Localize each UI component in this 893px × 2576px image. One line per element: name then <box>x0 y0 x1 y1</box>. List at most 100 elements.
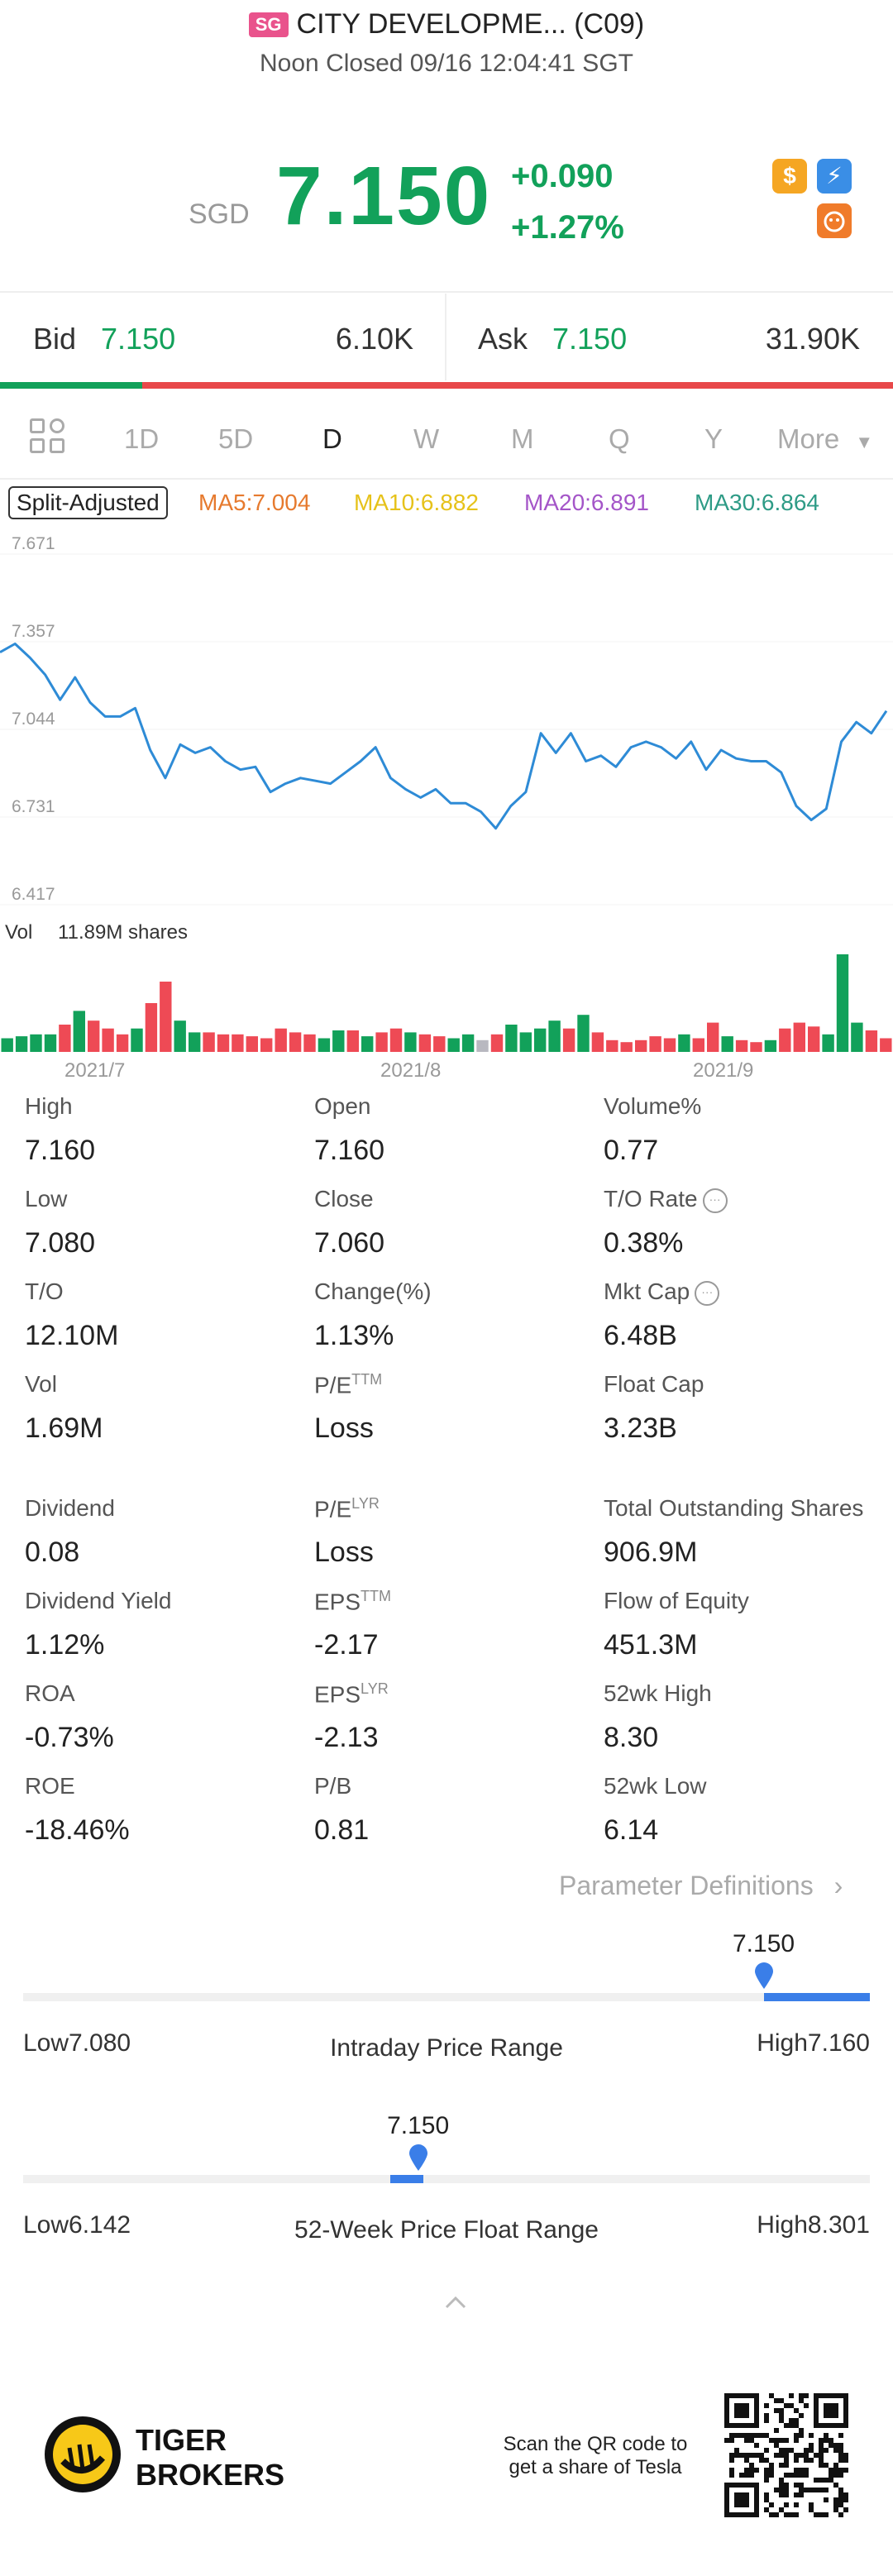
stat-label-text: Volume% <box>604 1093 702 1119</box>
market-status: Noon Closed 09/16 12:04:41 SGT <box>260 50 633 77</box>
intraday-low: Low7.080 <box>23 2029 131 2057</box>
tab-week[interactable]: W <box>413 423 440 454</box>
tab-quarter[interactable]: Q <box>609 423 630 454</box>
intraday-current-value: 7.150 <box>733 1930 795 1957</box>
y-tick-label: 7.044 <box>12 710 55 729</box>
tab-day[interactable]: D <box>322 423 342 454</box>
map-pin-icon <box>409 2144 428 2171</box>
volume-bar <box>476 1039 489 1052</box>
volume-bar <box>548 1020 561 1052</box>
x-tick-label: 2021/8 <box>380 1059 441 1082</box>
dollar-icon[interactable]: $ <box>772 159 807 194</box>
stat-value: 7.080 <box>25 1227 96 1259</box>
stat-label: Low <box>25 1186 67 1212</box>
volume-bar <box>260 1038 273 1052</box>
stat-label: Volume% <box>604 1093 701 1120</box>
volume-bar <box>808 1026 820 1052</box>
volume-bar <box>779 1028 791 1052</box>
stat-label-text: Close <box>314 1186 374 1212</box>
ma10-label: MA10:6.882 <box>354 490 479 515</box>
qr-caption: Scan the QR code to get a share of Tesla <box>496 2433 695 2479</box>
stat-value: 7.160 <box>314 1135 385 1166</box>
mascot-icon[interactable] <box>817 203 852 238</box>
stat-label: 52wk Low <box>604 1773 707 1799</box>
stat-label-text: P/B <box>314 1773 352 1799</box>
stat-value: 6.14 <box>604 1814 659 1846</box>
volume-bar <box>692 1038 704 1052</box>
stat-label: Mkt Cap ··· <box>604 1278 720 1306</box>
stat-label: Flow of Equity <box>604 1588 749 1614</box>
chevron-up-icon[interactable] <box>443 2291 468 2316</box>
intraday-range-track <box>23 1993 870 2001</box>
volume-bar <box>404 1032 417 1052</box>
stat-label-sup: LYR <box>351 1495 380 1512</box>
bid-panel: Bid 7.150 6.10K <box>33 298 413 380</box>
stat-label: High <box>25 1093 73 1120</box>
stat-label-text: Mkt Cap <box>604 1278 690 1304</box>
stat-value: 3.23B <box>604 1412 677 1444</box>
stat-value: -2.17 <box>314 1629 379 1661</box>
stat-value: 7.060 <box>314 1227 385 1259</box>
ma5-label: MA5:7.004 <box>198 490 311 515</box>
stat-label-text: P/E <box>314 1496 352 1522</box>
volume-label-text: Vol <box>5 921 33 944</box>
ask-label: Ask <box>478 322 528 356</box>
x-tick-label: 2021/7 <box>64 1059 125 1082</box>
ma30-label: MA30:6.864 <box>695 490 819 515</box>
price-chart[interactable]: 7.671 7.357 7.044 6.731 6.417 <box>0 529 893 918</box>
currency-label: SGD <box>189 198 250 230</box>
lightning-icon[interactable]: ⚡ <box>817 159 852 194</box>
tab-5d[interactable]: 5D <box>218 423 254 454</box>
volume-chart[interactable]: 2021/7 2021/8 2021/9 <box>0 951 893 1083</box>
tab-1d[interactable]: 1D <box>124 423 160 454</box>
info-icon[interactable]: ··· <box>702 1188 728 1213</box>
volume-bar <box>721 1036 733 1052</box>
volume-bar <box>591 1032 604 1052</box>
week52-range-track <box>23 2175 870 2183</box>
tab-month[interactable]: M <box>511 423 534 454</box>
stat-value: Loss <box>314 1537 374 1568</box>
stat-label-text: T/O Rate <box>604 1186 698 1212</box>
volume-label: Vol 11.89M shares <box>5 921 188 944</box>
volume-bar <box>418 1034 432 1052</box>
split-adjusted-toggle[interactable]: Split-Adjusted <box>8 486 168 519</box>
stat-label: Close <box>314 1186 374 1212</box>
volume-bar <box>88 1020 100 1052</box>
volume-bar <box>102 1028 114 1052</box>
volume-bar <box>793 1022 805 1052</box>
info-icon[interactable]: ··· <box>695 1280 720 1306</box>
bid-ratio-bar <box>0 382 142 389</box>
volume-bar <box>203 1032 215 1052</box>
volume-bar <box>289 1032 302 1052</box>
stat-label: T/O <box>25 1278 64 1305</box>
tab-more[interactable]: More ▼ <box>777 423 873 455</box>
volume-bar <box>275 1028 287 1052</box>
qr-code-icon[interactable] <box>724 2393 848 2517</box>
volume-bar <box>534 1028 547 1052</box>
parameter-definitions-link[interactable]: Parameter Definitions › <box>559 1871 843 1901</box>
volume-bar <box>332 1030 345 1052</box>
volume-bar <box>174 1020 186 1052</box>
chevron-right-icon: › <box>833 1871 843 1900</box>
stat-value: 906.9M <box>604 1537 698 1568</box>
intraday-range-title: Intraday Price Range <box>330 2034 563 2062</box>
volume-bar <box>59 1025 71 1052</box>
stat-label: EPSLYR <box>314 1680 389 1708</box>
y-tick-label: 6.417 <box>12 885 55 904</box>
volume-bar <box>361 1036 374 1052</box>
layout-grid-icon[interactable] <box>30 418 66 455</box>
market-badge: SG <box>248 12 289 37</box>
divider <box>0 478 893 480</box>
volume-bar <box>433 1036 446 1052</box>
brand-line-2: BROKERS <box>136 2458 285 2492</box>
stat-label: Change(%) <box>314 1278 432 1305</box>
stat-label-text: Low <box>25 1186 68 1212</box>
volume-bar <box>851 1022 863 1052</box>
volume-bar <box>461 1034 475 1052</box>
stat-value: 0.81 <box>314 1814 370 1846</box>
stat-label-text: Float Cap <box>604 1371 704 1397</box>
stat-value: 8.30 <box>604 1722 659 1753</box>
x-tick-label: 2021/9 <box>693 1059 753 1082</box>
change-amount: +0.090 <box>511 158 614 194</box>
tab-year[interactable]: Y <box>704 423 723 454</box>
